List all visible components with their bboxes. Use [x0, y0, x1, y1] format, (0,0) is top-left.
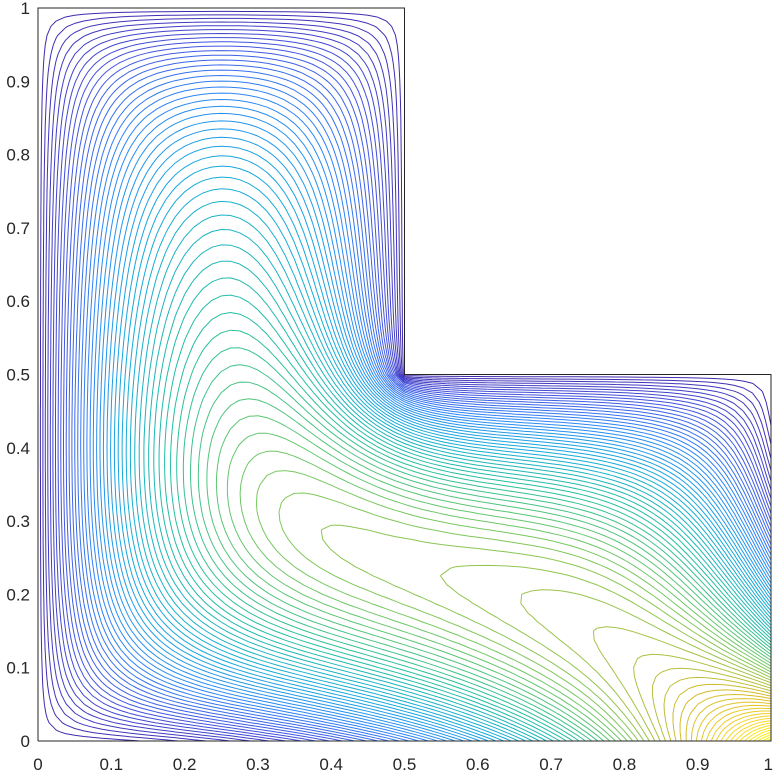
y-tick-label: 0.8 [6, 146, 30, 165]
x-tick-label: 0.8 [613, 755, 637, 772]
contour-line [239, 450, 772, 742]
contour-line [134, 200, 772, 742]
contour-line [39, 10, 772, 742]
contour-line [89, 92, 772, 742]
contour-line [71, 59, 772, 742]
contour-line [60, 41, 772, 742]
contour-line [752, 731, 772, 742]
x-tick-label: 0.1 [99, 755, 123, 772]
contour-line [226, 432, 772, 742]
contour-line [672, 683, 772, 742]
contour-line [143, 229, 772, 742]
contour-line [92, 99, 772, 742]
contour-line [52, 29, 772, 742]
contour-line [206, 398, 772, 742]
contour-line [439, 564, 772, 742]
contour-line [148, 244, 772, 742]
contour-lines [39, 10, 772, 742]
contour-line [57, 37, 772, 742]
x-tick-label: 0.4 [319, 755, 343, 772]
contour-line [729, 720, 772, 742]
y-tick-label: 0.5 [6, 366, 30, 385]
contour-line [47, 21, 772, 742]
y-tick-label: 0.7 [6, 219, 30, 238]
contour-line [748, 729, 772, 742]
contour-line [99, 112, 772, 742]
contour-line [761, 736, 772, 742]
contour-line [77, 69, 772, 742]
contour-line [65, 50, 772, 742]
x-tick-label: 0.5 [393, 755, 417, 772]
x-tick-label: 0.7 [539, 755, 563, 772]
contour-line [725, 717, 772, 742]
contour-line [255, 470, 772, 742]
contour-line [705, 707, 772, 742]
contour-line [720, 715, 772, 742]
contour-line [685, 694, 772, 742]
contour-line [182, 347, 772, 742]
x-tick-label: 0.3 [246, 755, 270, 772]
contour-line [113, 145, 772, 742]
x-tick-label: 1 [764, 755, 773, 772]
contour-line [68, 54, 772, 742]
contour-line [158, 277, 772, 742]
contour-line [215, 415, 772, 742]
contour-line [679, 689, 772, 742]
contour-line [743, 727, 772, 742]
contour-line [74, 64, 772, 742]
x-tick-label: 0.9 [686, 755, 710, 772]
contour-line [80, 75, 772, 742]
contour-line [83, 80, 772, 742]
contour-line [121, 165, 772, 742]
contour-line [633, 653, 772, 742]
contour-line [734, 722, 772, 742]
y-tick-label: 0.9 [6, 72, 30, 91]
contour-line [739, 724, 772, 742]
contour-line [278, 492, 772, 742]
contour-line [690, 698, 772, 742]
y-tick-label: 0 [21, 732, 30, 751]
contour-line [176, 329, 772, 742]
contour-line [106, 128, 772, 742]
contour-line [592, 626, 772, 742]
contour-line [197, 381, 772, 742]
y-tick-label: 0.1 [6, 659, 30, 678]
y-tick-label: 1 [21, 0, 30, 18]
contour-line [700, 704, 772, 742]
x-axis-ticks: 0 0.1 0.2 0.3 0.4 0.5 0.6 0.7 0.8 0.9 1 [33, 755, 773, 772]
y-tick-label: 0.6 [6, 292, 30, 311]
contour-line [153, 260, 772, 742]
contour-line [102, 120, 772, 742]
contour-line [320, 524, 772, 742]
contour-line [190, 364, 772, 742]
contour-line [117, 155, 772, 742]
y-tick-label: 0.3 [6, 512, 30, 531]
contour-line [651, 667, 772, 742]
contour-line [44, 17, 772, 742]
contour-line [86, 86, 772, 742]
contour-line [96, 105, 772, 742]
y-tick-label: 0.2 [6, 585, 30, 604]
contour-line [63, 45, 772, 742]
contour-line [663, 676, 772, 742]
contour-line [138, 214, 772, 742]
x-tick-label: 0.6 [466, 755, 490, 772]
contour-line [164, 294, 772, 742]
contour-line [170, 312, 772, 742]
y-tick-label: 0.4 [6, 439, 30, 458]
y-axis-ticks: 0 0.1 0.2 0.3 0.4 0.5 0.6 0.7 0.8 0.9 1 [6, 0, 30, 751]
contour-line [520, 589, 772, 742]
contour-line [125, 176, 772, 742]
contour-line [710, 710, 771, 742]
x-tick-label: 0 [33, 755, 42, 772]
x-tick-label: 0.2 [173, 755, 197, 772]
contour-line [42, 14, 772, 742]
domain-boundary [37, 7, 772, 742]
contour-line [129, 188, 772, 742]
contour-line [695, 701, 772, 742]
contour-line [49, 25, 772, 742]
